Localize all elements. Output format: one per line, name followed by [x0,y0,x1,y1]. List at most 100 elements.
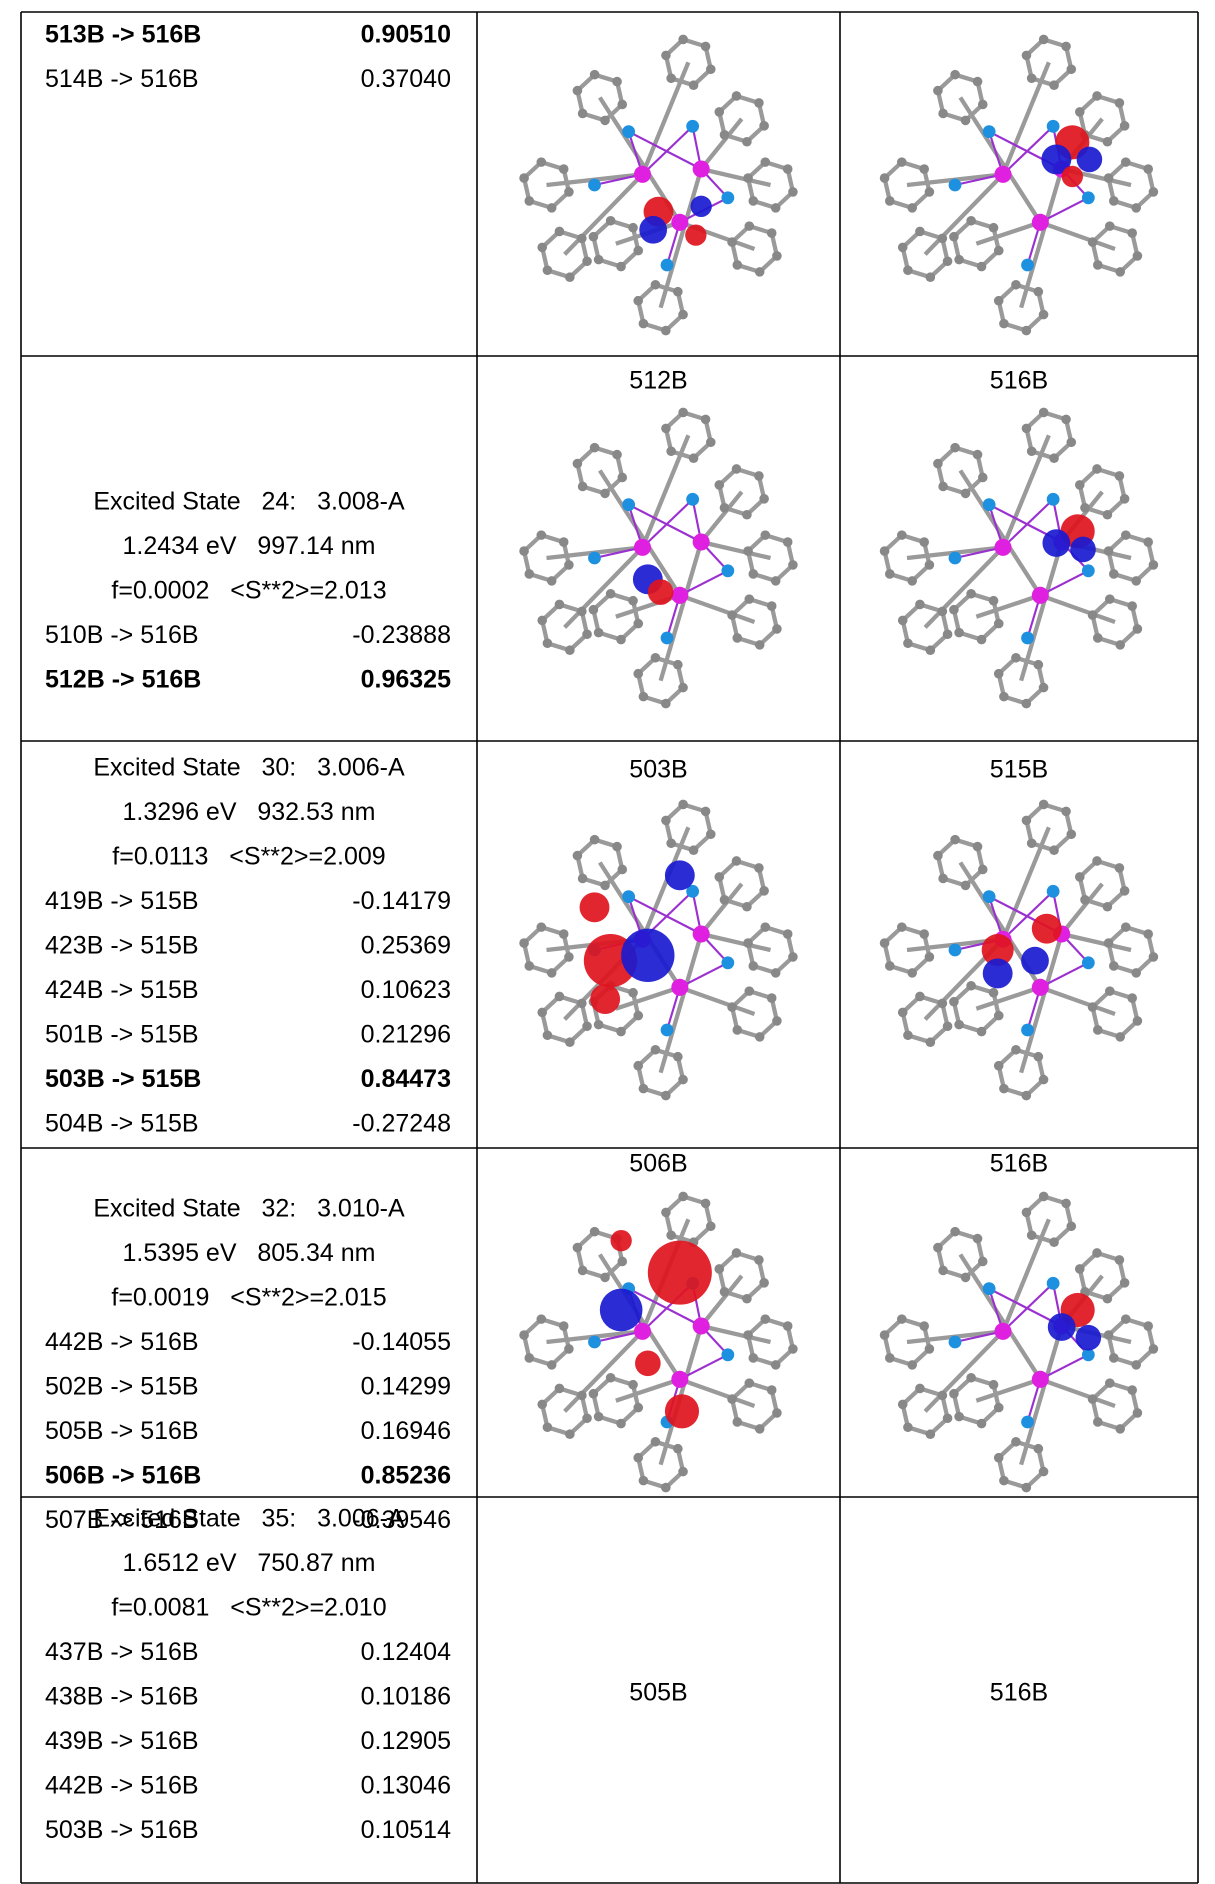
transition-pair: 502B -> 515B [45,1373,199,1401]
orbital-image [519,1192,797,1493]
molecule-render [880,408,1158,709]
orbital-lobe [1021,946,1049,975]
transition-coef: 0.12905 [361,1727,451,1755]
orbital-image [880,35,1158,336]
orbital-lobe [685,224,707,246]
orbital-lobe [647,579,674,605]
orbital-label: 515B [990,756,1048,784]
state-energy: 1.6512 eV 750.87 nm [123,1549,376,1577]
state-stats: f=0.0113 <S**2>=2.009 [112,843,385,871]
transition-coef: 0.85236 [361,1462,451,1490]
orbital-lobe [1075,1324,1102,1351]
transition-coef: 0.12404 [361,1638,451,1666]
transition-coef: 0.84473 [361,1065,451,1093]
transition-pair: 505B -> 516B [45,1417,199,1445]
orbital-lobe [1041,144,1072,175]
state-stats: f=0.0081 <S**2>=2.010 [111,1594,386,1622]
transition-coef: -0.14179 [352,887,451,915]
transition-pair: 423B -> 515B [45,932,199,960]
transition-pair: 419B -> 515B [45,887,199,915]
orbital-image [880,800,1158,1101]
transition-pair: 501B -> 515B [45,1021,199,1049]
orbital-lobe [639,215,668,244]
orbital-label: 503B [629,756,687,784]
orbital-lobe [981,934,1014,966]
orbital-lobe [1076,146,1103,173]
orbital-lobe [1042,529,1071,557]
molecule-render [519,35,797,336]
orbital-image [519,408,797,709]
orbital-image [880,1192,1158,1493]
orbital-lobe [664,1394,700,1429]
transition-pair: 437B -> 516B [45,1638,199,1666]
state-energy: 1.3296 eV 932.53 nm [123,798,376,826]
state-header: Excited State 30: 3.006-A [93,754,405,782]
state-stats: f=0.0002 <S**2>=2.013 [111,577,386,605]
state-stats: f=0.0019 <S**2>=2.015 [111,1284,386,1312]
orbital-label: 516B [990,1679,1048,1707]
transition-pair: 507B -> 516B [45,1506,199,1534]
orbital-label: 512B [629,367,687,395]
state-energy: 1.5395 eV 805.34 nm [123,1239,376,1267]
orbital-lobe [1061,165,1083,188]
transition-pair: 510B -> 516B [45,621,199,649]
transition-pair: 424B -> 515B [45,976,199,1004]
state-header: Excited State 24: 3.008-A [93,488,405,516]
transition-coef: -0.27248 [352,1110,451,1138]
transition-coef: -0.23888 [352,621,451,649]
molecule-render [880,800,1158,1101]
state-energy: 1.2434 eV 997.14 nm [123,532,376,560]
orbital-lobe [982,958,1013,989]
transition-pair: 514B -> 516B [45,65,199,93]
transition-pair: 504B -> 515B [45,1110,199,1138]
transition-coef: 0.16946 [361,1417,451,1445]
orbital-label: 516B [990,1150,1048,1178]
orbital-image [519,800,797,1101]
molecule-render [880,1192,1158,1493]
transition-pair: 513B -> 516B [45,21,201,49]
orbital-image [519,35,797,336]
transition-pair: 442B -> 516B [45,1772,199,1800]
orbital-lobe [621,928,675,982]
transition-coef: 0.96325 [361,666,451,694]
molecule-render [519,1192,797,1493]
transition-pair: 439B -> 516B [45,1727,199,1755]
orbital-lobe [599,1288,643,1332]
orbital-lobe [579,892,610,923]
transition-coef: 0.25369 [361,932,451,960]
molecule-render [519,408,797,709]
orbital-label: 506B [629,1150,687,1178]
transition-pair: 506B -> 516B [45,1462,201,1490]
state-header: Excited State 32: 3.010-A [93,1195,405,1223]
orbital-lobe [590,984,621,1014]
orbital-label: 505B [629,1679,687,1707]
transition-pair: 503B -> 516B [45,1816,199,1844]
transition-pair: 512B -> 516B [45,666,201,694]
transition-pair: 438B -> 516B [45,1683,199,1711]
transition-pair: 503B -> 515B [45,1065,201,1093]
transition-coef: -0.14055 [352,1328,451,1356]
transition-coef: 0.10623 [361,976,451,1004]
orbital-lobe [690,195,712,217]
transition-coef: 0.10514 [361,1816,451,1844]
transition-coef: -0.39546 [352,1506,451,1534]
state-header: Excited State 35: 3.006-A [93,1505,405,1533]
transition-coef: 0.37040 [361,65,451,93]
transition-pair: 442B -> 516B [45,1328,199,1356]
orbital-image [880,408,1158,709]
orbital-lobe [1047,1313,1076,1341]
orbital-lobe [635,1350,661,1377]
transition-coef: 0.13046 [361,1772,451,1800]
transition-coef: 0.14299 [361,1373,451,1401]
orbital-lobe [647,1240,712,1305]
molecule-render [880,35,1158,336]
orbital-lobe [610,1230,632,1252]
transition-coef: 0.21296 [361,1021,451,1049]
orbital-lobe [1031,913,1062,944]
transition-coef: 0.10186 [361,1683,451,1711]
orbital-label: 516B [990,367,1048,395]
transition-coef: 0.90510 [361,21,451,49]
orbital-lobe [1070,536,1096,563]
